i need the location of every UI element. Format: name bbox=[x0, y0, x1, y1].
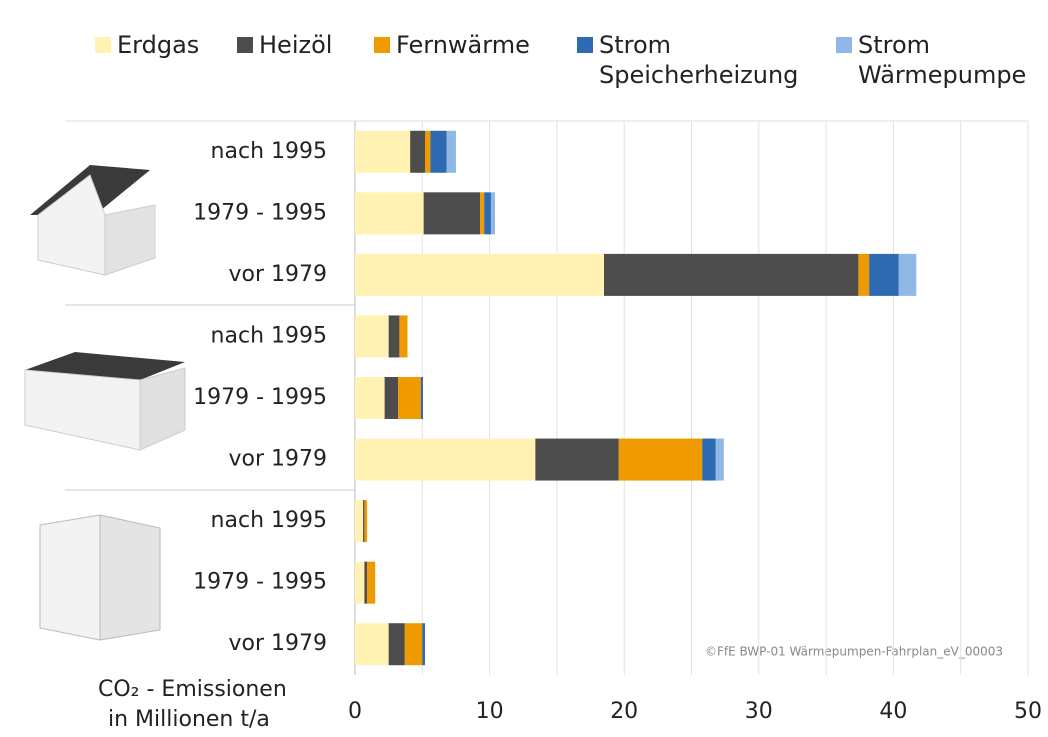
y-tick-label: nach 1995 bbox=[211, 139, 327, 164]
legend-label: Strom Wärmepumpe bbox=[858, 30, 1036, 90]
y-tick-label: 1979 - 1995 bbox=[193, 200, 327, 225]
x-tick-label: 30 bbox=[745, 699, 773, 724]
bar-segment bbox=[389, 315, 400, 357]
bar-segment bbox=[899, 254, 916, 296]
bar-segment bbox=[422, 623, 425, 665]
x-axis-label: CO₂ - Emissionen bbox=[98, 677, 287, 702]
x-axis-label: in Millionen t/a bbox=[108, 707, 270, 732]
bar-segment bbox=[355, 315, 389, 357]
bar-segment bbox=[364, 500, 367, 542]
bar-segment bbox=[367, 562, 375, 604]
y-tick-label: 1979 - 1995 bbox=[193, 385, 327, 410]
watermark: ©FfE BWP-01 Wärmepumpen-Fahrplan_eV_0000… bbox=[705, 645, 1003, 659]
legend-item: Erdgas bbox=[95, 30, 235, 60]
legend-label: Strom Speicherheizung bbox=[599, 30, 798, 90]
legend-label: Erdgas bbox=[117, 30, 199, 60]
bar-segment bbox=[355, 500, 363, 542]
bar-segment bbox=[355, 623, 389, 665]
bar-segment bbox=[410, 131, 425, 173]
y-tick-label: nach 1995 bbox=[211, 508, 327, 533]
bar-segment bbox=[355, 192, 424, 234]
bar-segment bbox=[398, 377, 421, 419]
house-icon bbox=[30, 165, 155, 275]
bar-segment bbox=[425, 131, 430, 173]
y-tick-label: nach 1995 bbox=[211, 323, 327, 348]
legend-swatch bbox=[577, 37, 593, 53]
bar-segment bbox=[424, 192, 481, 234]
bar-segment bbox=[535, 439, 618, 481]
x-tick-label: 10 bbox=[476, 699, 504, 724]
bar-segment bbox=[604, 254, 858, 296]
bar-segment bbox=[385, 377, 398, 419]
chart: CO₂ - Emissionen in Millionen t/a ©FfE B… bbox=[0, 0, 1048, 737]
bar-segment bbox=[355, 131, 410, 173]
legend-swatch bbox=[237, 37, 253, 53]
bar-segment bbox=[480, 192, 484, 234]
bar-segment bbox=[355, 439, 535, 481]
y-tick-label: vor 1979 bbox=[228, 262, 327, 287]
bar-segment bbox=[389, 623, 405, 665]
x-tick-label: 40 bbox=[879, 699, 907, 724]
legend-label: Fernwärme bbox=[396, 30, 530, 60]
bar-segment bbox=[716, 439, 724, 481]
legend-item: Strom Speicherheizung bbox=[577, 30, 797, 90]
x-tick-label: 50 bbox=[1014, 699, 1042, 724]
bar-segment bbox=[355, 562, 364, 604]
x-tick-label: 20 bbox=[610, 699, 638, 724]
bar-segment bbox=[491, 192, 495, 234]
page: CO₂ - Emissionen in Millionen t/a ©FfE B… bbox=[0, 0, 1048, 737]
x-tick-label: 0 bbox=[348, 699, 362, 724]
bar-segment bbox=[447, 131, 456, 173]
bar-segment bbox=[421, 377, 423, 419]
bar-segment bbox=[355, 377, 385, 419]
legend-item: Heizöl bbox=[237, 30, 367, 60]
bar-segment bbox=[355, 254, 604, 296]
bar-segment bbox=[405, 623, 422, 665]
y-tick-label: vor 1979 bbox=[228, 447, 327, 472]
bar-segment bbox=[702, 439, 715, 481]
legend-item: Fernwärme bbox=[374, 30, 564, 60]
bar-segment bbox=[430, 131, 446, 173]
y-tick-label: vor 1979 bbox=[228, 631, 327, 656]
bar-segment bbox=[364, 562, 367, 604]
legend-swatch bbox=[836, 37, 852, 53]
bar-segment bbox=[858, 254, 869, 296]
legend-item: Strom Wärmepumpe bbox=[836, 30, 1036, 90]
legend-label: Heizöl bbox=[259, 30, 332, 60]
house-icon bbox=[25, 352, 185, 450]
bar-segment bbox=[399, 315, 407, 357]
legend-swatch bbox=[374, 37, 390, 53]
bar-segment bbox=[484, 192, 491, 234]
bar-segment bbox=[363, 500, 364, 542]
house-icon bbox=[40, 515, 160, 640]
bar-segment bbox=[869, 254, 899, 296]
y-tick-label: 1979 - 1995 bbox=[193, 570, 327, 595]
legend-swatch bbox=[95, 37, 111, 53]
bar-segment bbox=[619, 439, 702, 481]
